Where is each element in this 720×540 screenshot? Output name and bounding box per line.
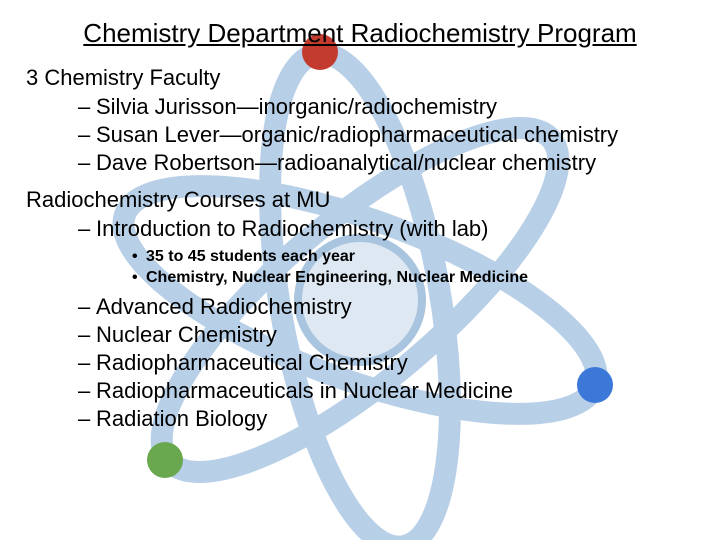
slide-title: Chemistry Department Radiochemistry Prog…	[20, 18, 700, 49]
course-label: Introduction to Radiochemistry (with lab…	[96, 216, 489, 241]
list-item: Nuclear Chemistry	[78, 321, 700, 349]
list-item: Silvia Jurisson—inorganic/radiochemistry	[78, 93, 700, 121]
slide-content: Chemistry Department Radiochemistry Prog…	[20, 18, 700, 434]
list-item: Radiopharmaceutical Chemistry	[78, 349, 700, 377]
list-subitem: Chemistry, Nuclear Engineering, Nuclear …	[132, 267, 700, 289]
list-item: Advanced Radiochemistry	[78, 293, 700, 321]
list-item: Dave Robertson—radioanalytical/nuclear c…	[78, 149, 700, 177]
list-item: Susan Lever—organic/radiopharmaceutical …	[78, 121, 700, 149]
list-item: Radiopharmaceuticals in Nuclear Medicine	[78, 377, 700, 405]
faculty-list: Silvia Jurisson—inorganic/radiochemistry…	[20, 93, 700, 177]
list-subitem: 35 to 45 students each year	[132, 246, 700, 268]
faculty-heading: 3 Chemistry Faculty	[26, 65, 700, 91]
courses-heading: Radiochemistry Courses at MU	[26, 187, 700, 213]
slide: Chemistry Department Radiochemistry Prog…	[0, 0, 720, 540]
list-item: Introduction to Radiochemistry (with lab…	[78, 215, 700, 288]
list-item: Radiation Biology	[78, 405, 700, 433]
course-sublist: 35 to 45 students each year Chemistry, N…	[96, 246, 700, 289]
courses-list: Introduction to Radiochemistry (with lab…	[20, 215, 700, 433]
